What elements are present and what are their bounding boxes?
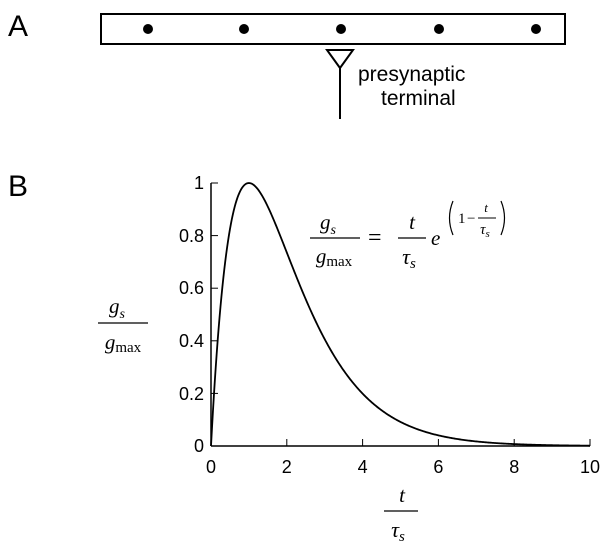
eq-equals: = <box>368 225 382 251</box>
neuron-cable <box>100 13 566 45</box>
y-tick-label-0-4: 0.4 <box>179 331 204 351</box>
alpha-function-curve <box>210 182 591 447</box>
x-tick-label-4: 4 <box>358 457 368 477</box>
x-tick-label-2: 2 <box>282 457 292 477</box>
eq-rhs-numerator: t <box>409 210 416 234</box>
eq-lhs-denominator: gmax <box>316 244 353 270</box>
y-tick-label-1: 1 <box>194 173 204 193</box>
ylabel-numerator: gs <box>109 294 126 322</box>
compartment-dot-5 <box>531 24 541 34</box>
y-tick-label-0: 0 <box>194 436 204 456</box>
eq-lhs-numerator: gs <box>320 210 337 238</box>
annotation-presynaptic: presynaptic <box>358 63 465 86</box>
eq-exp-one: 1 <box>458 211 466 227</box>
panel-label-b: B <box>8 170 29 203</box>
panel-label-a: A <box>8 10 29 43</box>
eq-left-paren <box>448 200 454 236</box>
compartment-dot-4 <box>434 24 444 34</box>
ylabel-denominator: gmax <box>105 330 142 356</box>
x-axis-label: t τs <box>384 483 418 545</box>
x-tick-labels: 0 2 4 6 8 10 <box>206 457 600 477</box>
compartment-dot-2 <box>239 24 249 34</box>
plot-axes <box>210 182 591 447</box>
x-tick-label-8: 8 <box>509 457 519 477</box>
eq-exp-denominator: τs <box>480 222 490 240</box>
eq-exp-numerator: t <box>484 200 488 215</box>
equation: gs gmax = t τs e 1 − t τs <box>310 200 506 272</box>
compartment-dot-3 <box>336 24 346 34</box>
y-axis-label: gs gmax <box>98 294 148 356</box>
eq-right-paren <box>500 200 506 236</box>
y-tick-labels: 1 0.8 0.6 0.4 0.2 0 <box>179 173 204 456</box>
xlabel-denominator: τs <box>391 517 405 545</box>
eq-exp-base: e <box>431 226 440 250</box>
xlabel-numerator: t <box>399 483 406 507</box>
y-tick-label-0-8: 0.8 <box>179 226 204 246</box>
y-tick-label-0-6: 0.6 <box>179 278 204 298</box>
x-tick-label-10: 10 <box>580 457 600 477</box>
synapse-triangle <box>325 49 355 70</box>
eq-exp-minus: − <box>467 211 475 227</box>
eq-rhs-denominator: τs <box>402 244 416 272</box>
annotation-terminal: terminal <box>381 87 456 110</box>
x-tick-label-0: 0 <box>206 457 216 477</box>
y-tick-label-0-2: 0.2 <box>179 384 204 404</box>
x-tick-label-6: 6 <box>433 457 443 477</box>
compartment-dot-1 <box>143 24 153 34</box>
